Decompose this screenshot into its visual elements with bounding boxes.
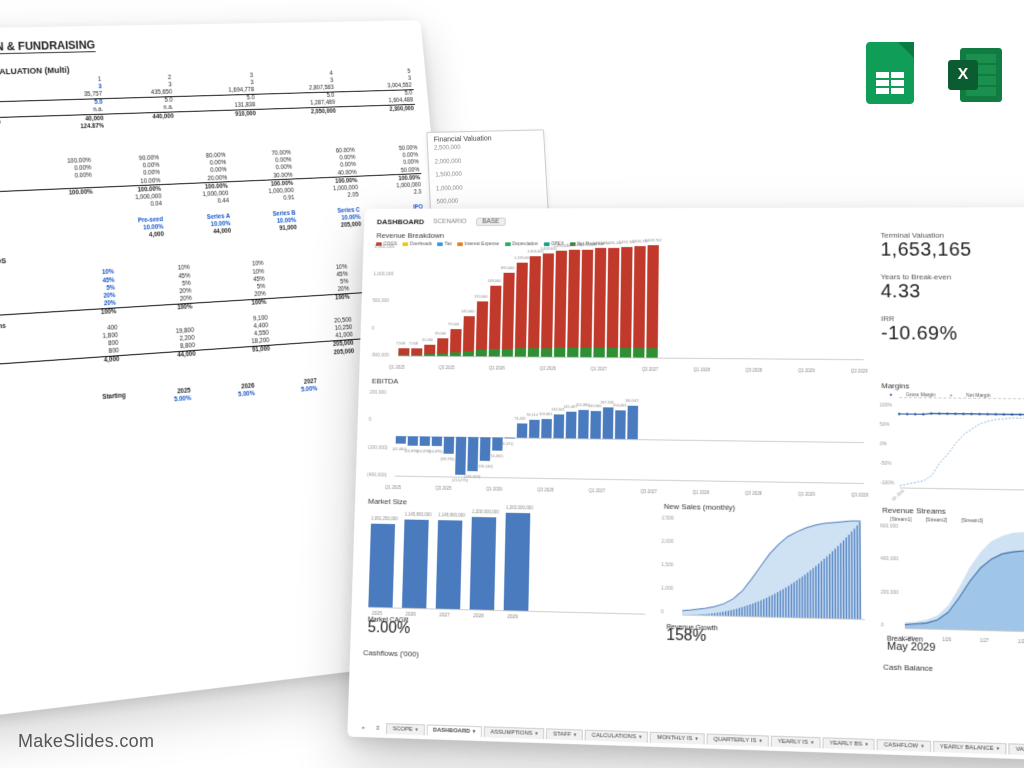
market-size-chart: Market Size 1,091,250,00020251,145,800,0… [364, 497, 651, 648]
dashboard-header: DASHBOARD SCENARIO BASE [377, 217, 1024, 226]
excel-icon: X [948, 42, 1002, 110]
kpi-panel: Terminal Valuation1,653,165 Years to Bre… [880, 231, 1024, 375]
sheet-tab-yearly-balance[interactable]: YEARLY BALANCE ▾ [933, 741, 1007, 755]
sheets-menu-icon[interactable]: ≡ [371, 723, 384, 733]
scenario-label: SCENARIO [433, 219, 467, 225]
irr-value: -10.69% [881, 323, 1024, 346]
page-title: VALUATION & FUNDRAISING [0, 39, 96, 56]
sheet-tab-scope[interactable]: SCOPE ▾ [386, 723, 425, 735]
captable: Cap Table Founder100.00%90.00%80.00%70.0… [0, 137, 426, 249]
sheet-tab-cashflow[interactable]: CASHFLOW ▾ [877, 739, 931, 752]
cash-balance-title: Cash Balance [883, 663, 1024, 709]
sheet-tab-yearly-is[interactable]: YEARLY IS ▾ [771, 736, 821, 749]
revenue-growth-value: 158% [666, 627, 706, 646]
watermark: MakeSlides.com [18, 731, 154, 752]
sheet-tabs: + ≡ SCOPE ▾DASHBOARD ▾ASSUMPTIONS ▾STAFF… [357, 722, 1024, 756]
break-even-value: May 2029 [887, 641, 936, 654]
sheet-tab-quarterly-is[interactable]: QUARTERLY IS ▾ [707, 734, 769, 747]
add-sheet-button[interactable]: + [357, 723, 370, 733]
dashboard-pane: DASHBOARD SCENARIO BASE Revenue Breakdow… [347, 207, 1024, 761]
sheet-tab-calculations[interactable]: CALCULATIONS ▾ [585, 730, 648, 743]
app-icons: X [866, 42, 1002, 110]
new-sales-chart: New Sales (monthly) 2,5002,0001,5001,000… [662, 502, 869, 654]
years-breakeven-value: 4.33 [881, 281, 1024, 304]
sheet-tab-yearly-bs[interactable]: YEARLY BS ▾ [822, 737, 874, 750]
revenue-breakdown-chart: Revenue Breakdown COGSOverheadsTaxIntere… [372, 231, 867, 374]
cashflows-title: Cashflows ('000) [362, 648, 869, 702]
google-sheets-icon [866, 42, 920, 110]
dashboard-title: DASHBOARD [377, 218, 424, 226]
sheet-tab-staff[interactable]: STAFF ▾ [546, 728, 583, 740]
revenue-streams-chart: Revenue Streams [Stream1][Stream2][Strea… [882, 506, 1024, 660]
scenario-selector[interactable]: BASE [476, 218, 506, 226]
sheet-tab-dashboard[interactable]: DASHBOARD ▾ [426, 724, 482, 737]
sheet-tab-assumptions[interactable]: ASSUMPTIONS ▾ [484, 726, 545, 739]
margins-chart: Margins ●Gross Margin●Net Margin 100%50%… [881, 381, 1024, 501]
market-cagr-value: 5.00% [367, 619, 410, 638]
sheet-tab-monthly-is[interactable]: MONTHLY IS ▾ [650, 732, 705, 745]
premoney-table: 12345 Revenue Multiplier 33333 35,757435… [0, 68, 416, 135]
sheet-tab-valuation[interactable]: VALUATION ▾ [1008, 743, 1024, 756]
terminal-valuation-value: 1,653,165 [880, 240, 1024, 262]
ebitda-chart: EBITDA 200,0000(200,000)(400,000) (41,66… [368, 377, 868, 498]
